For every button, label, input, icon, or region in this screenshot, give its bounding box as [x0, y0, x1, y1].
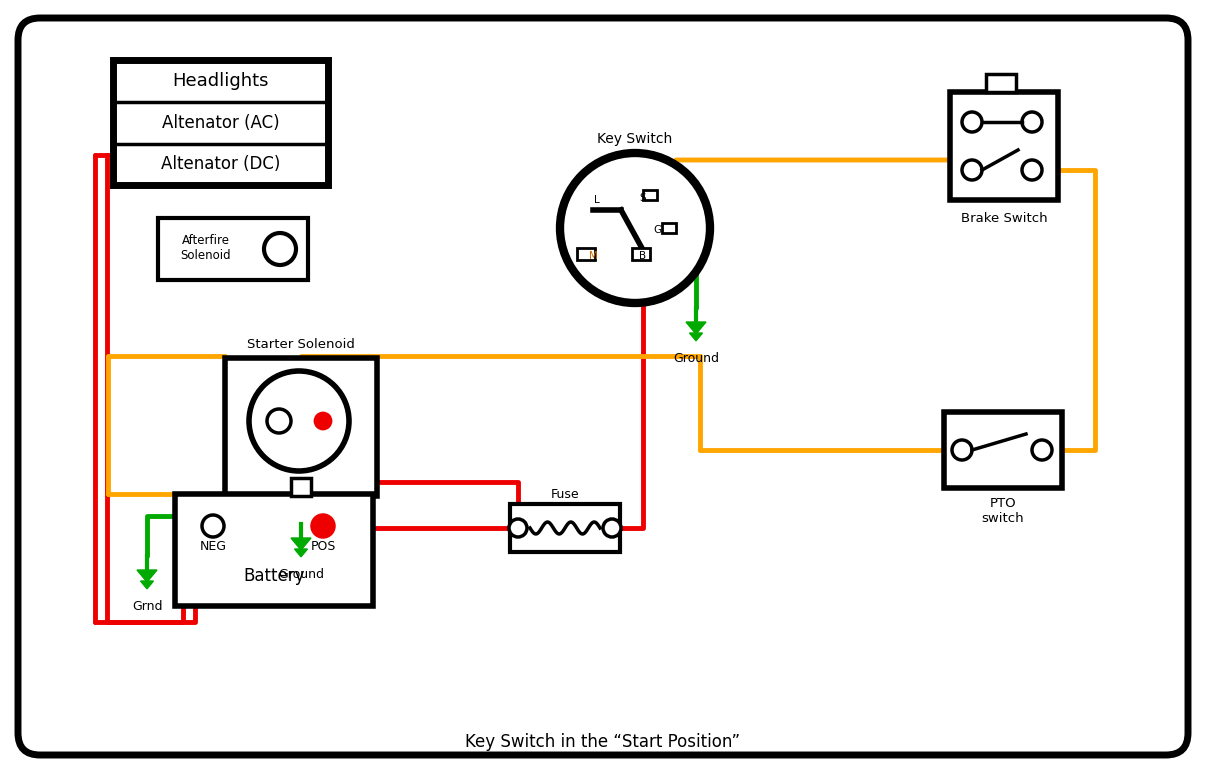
FancyBboxPatch shape: [950, 92, 1058, 200]
Polygon shape: [690, 333, 703, 341]
Text: S: S: [639, 193, 646, 203]
Text: Grnd: Grnd: [131, 600, 163, 612]
Text: Altenator (DC): Altenator (DC): [160, 155, 280, 173]
Text: Headlights: Headlights: [172, 72, 269, 90]
Text: switch: switch: [982, 512, 1024, 525]
Text: B: B: [639, 251, 646, 261]
Circle shape: [952, 440, 972, 460]
Text: NEG: NEG: [199, 540, 227, 553]
FancyBboxPatch shape: [510, 504, 620, 552]
FancyBboxPatch shape: [662, 223, 677, 233]
Polygon shape: [141, 581, 153, 589]
FancyBboxPatch shape: [158, 218, 308, 280]
Circle shape: [312, 515, 334, 537]
Circle shape: [1021, 160, 1042, 180]
Circle shape: [1032, 440, 1052, 460]
FancyBboxPatch shape: [175, 494, 373, 606]
Text: Starter Solenoid: Starter Solenoid: [247, 338, 355, 350]
FancyBboxPatch shape: [643, 190, 657, 200]
Circle shape: [315, 413, 330, 429]
FancyBboxPatch shape: [576, 248, 595, 260]
Circle shape: [962, 160, 982, 180]
Text: Battery: Battery: [244, 567, 305, 585]
Text: L: L: [595, 195, 599, 205]
Circle shape: [264, 233, 295, 265]
Circle shape: [560, 153, 710, 303]
Text: Brake Switch: Brake Switch: [961, 212, 1047, 224]
FancyBboxPatch shape: [226, 358, 377, 496]
Text: POS: POS: [310, 540, 335, 553]
Circle shape: [1021, 112, 1042, 132]
Circle shape: [603, 519, 621, 537]
Text: Ground: Ground: [279, 567, 324, 581]
Polygon shape: [686, 322, 706, 334]
Text: M: M: [589, 251, 597, 261]
Circle shape: [509, 519, 527, 537]
FancyBboxPatch shape: [944, 412, 1062, 488]
Text: Key Switch in the “Start Position”: Key Switch in the “Start Position”: [466, 733, 740, 751]
Text: Altenator (AC): Altenator (AC): [162, 114, 280, 132]
Polygon shape: [291, 538, 311, 550]
Text: Ground: Ground: [673, 352, 719, 365]
Text: PTO: PTO: [990, 496, 1017, 509]
FancyBboxPatch shape: [18, 18, 1188, 755]
FancyBboxPatch shape: [987, 74, 1015, 92]
FancyBboxPatch shape: [113, 60, 328, 185]
Circle shape: [267, 409, 291, 433]
Circle shape: [201, 515, 224, 537]
Text: Fuse: Fuse: [551, 488, 579, 500]
Text: Key Switch: Key Switch: [597, 132, 673, 146]
FancyBboxPatch shape: [632, 248, 650, 260]
FancyBboxPatch shape: [291, 478, 311, 496]
Text: Afterfire
Solenoid: Afterfire Solenoid: [181, 234, 232, 262]
Text: G: G: [652, 225, 661, 235]
Circle shape: [248, 371, 349, 471]
Polygon shape: [294, 549, 308, 557]
Circle shape: [962, 112, 982, 132]
Polygon shape: [137, 570, 157, 582]
